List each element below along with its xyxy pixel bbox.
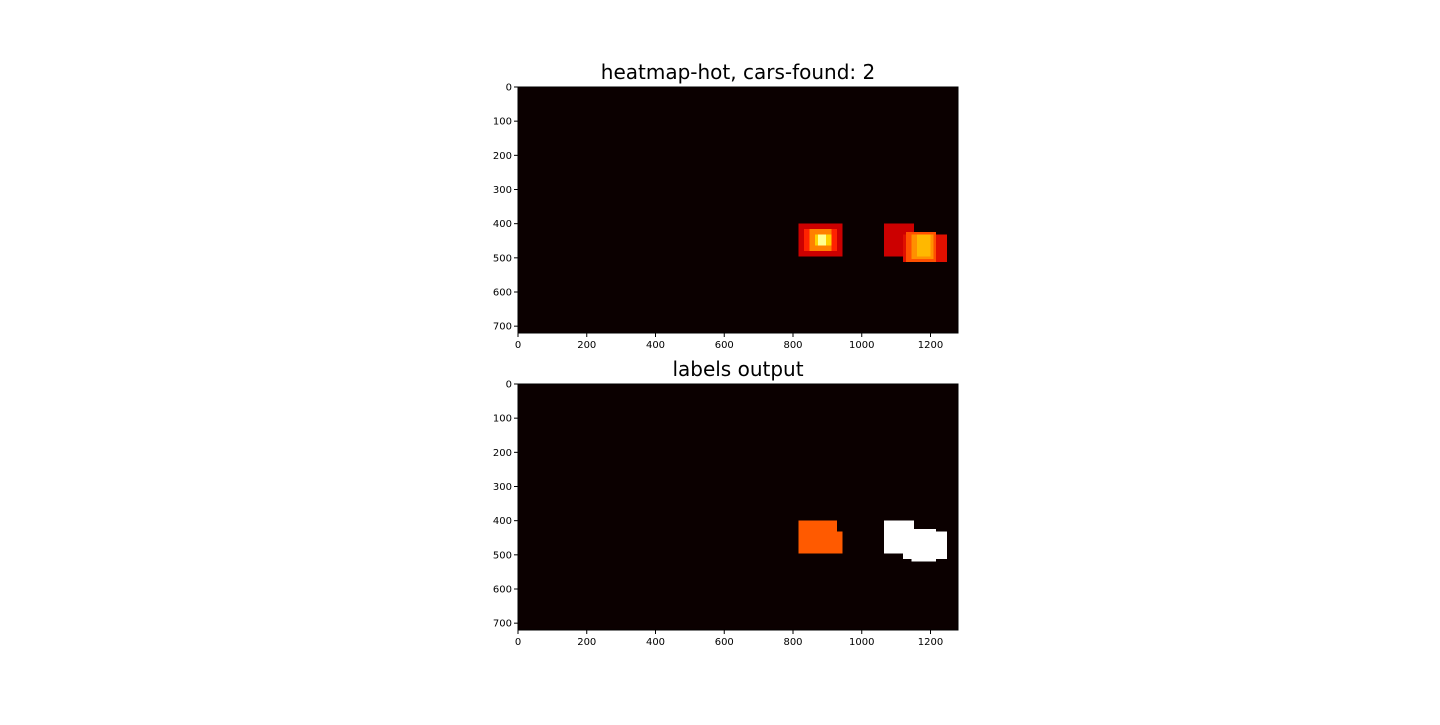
x-tick-label: 400 xyxy=(646,637,665,648)
y-tick-label: 300 xyxy=(493,482,512,493)
y-tick-label: 700 xyxy=(493,619,512,630)
y-tick-label: 200 xyxy=(493,448,512,459)
y-tick-label: 400 xyxy=(493,516,512,527)
heat-cell-1 xyxy=(798,531,843,554)
x-tick-label: 0 xyxy=(515,340,521,351)
x-tick-label: 1200 xyxy=(918,340,943,351)
plot-area xyxy=(518,87,958,333)
plot-area xyxy=(518,384,958,630)
x-tick-label: 200 xyxy=(577,340,596,351)
y-tick-label: 600 xyxy=(493,288,512,299)
x-tick-label: 600 xyxy=(715,340,734,351)
y-tick-label: 400 xyxy=(493,219,512,230)
y-tick-label: 600 xyxy=(493,585,512,596)
x-tick-label: 800 xyxy=(783,340,802,351)
y-tick-label: 0 xyxy=(506,380,512,391)
x-tick-label: 400 xyxy=(646,340,665,351)
axes-frame xyxy=(517,383,959,631)
heatmap-panel: heatmap-hot, cars-found: 2 0 200 400 600 800… xyxy=(493,60,959,351)
y-tick-label: 0 xyxy=(506,83,512,94)
y-tick-label: 500 xyxy=(493,253,512,264)
labels-panel: labels output 0 200 400 600 800 1000 1200 0 100 2… xyxy=(493,357,959,648)
x-tick-label: 1000 xyxy=(849,340,874,351)
x-tick-label: 1000 xyxy=(849,637,874,648)
heat-cell-9 xyxy=(916,234,931,257)
x-tick-label: 800 xyxy=(783,637,802,648)
y-tick-label: 100 xyxy=(493,414,512,425)
y-tick-label: 100 xyxy=(493,117,512,128)
x-tick-label: 200 xyxy=(577,637,596,648)
x-tick-label: 600 xyxy=(715,637,734,648)
x-tick-label: 1200 xyxy=(918,637,943,648)
y-tick-label: 200 xyxy=(493,151,512,162)
heat-cell-5 xyxy=(903,553,914,557)
y-tick-label: 500 xyxy=(493,550,512,561)
y-tick-label: 700 xyxy=(493,322,512,333)
heat-cell-4 xyxy=(817,234,826,246)
labels-title: labels output xyxy=(672,357,803,381)
axes-frame xyxy=(517,86,959,334)
y-tick-label: 300 xyxy=(493,185,512,196)
heatmap-title: heatmap-hot, cars-found: 2 xyxy=(601,60,875,84)
heat-cell-4 xyxy=(911,528,936,562)
x-tick-label: 0 xyxy=(515,637,521,648)
